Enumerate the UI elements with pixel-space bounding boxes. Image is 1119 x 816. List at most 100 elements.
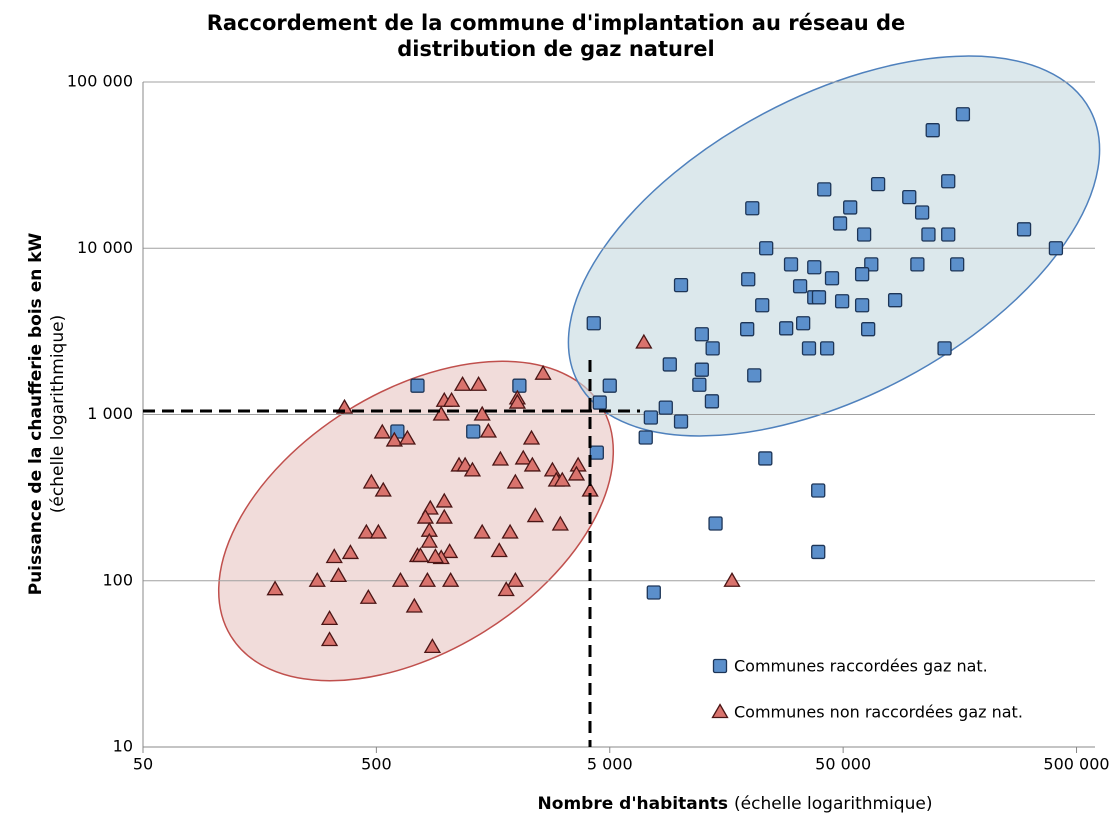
square-marker [824, 271, 840, 286]
square-marker [817, 182, 832, 197]
triangle-marker [357, 523, 376, 539]
triangle-marker [423, 638, 442, 654]
square-marker [792, 279, 808, 294]
triangle-marker [416, 508, 435, 524]
square-marker [870, 176, 886, 192]
square-marker [941, 227, 956, 242]
y-tick-label: 10 [113, 737, 133, 756]
triangle-marker [373, 423, 391, 439]
legend-label: Communes raccordées gaz nat. [734, 657, 988, 676]
x-tick-label: 500 [361, 755, 392, 774]
triangle-marker [341, 544, 360, 560]
triangle-marker [442, 391, 461, 407]
square-marker [646, 585, 661, 600]
triangle-marker [456, 456, 474, 472]
square-marker [783, 257, 799, 272]
square-marker [801, 341, 817, 356]
square-marker [592, 395, 607, 410]
triangle-marker [522, 429, 541, 445]
legend-label: Communes non raccordées gaz nat. [734, 703, 1023, 722]
triangle-marker [508, 393, 527, 409]
triangle-marker [534, 364, 552, 380]
triangle-marker [497, 581, 515, 597]
square-marker [807, 260, 822, 275]
triangle-marker [463, 461, 482, 477]
triangle-marker [391, 571, 410, 587]
square-marker [910, 257, 925, 272]
square-marker [410, 378, 425, 393]
triangle-marker [374, 481, 392, 497]
square-marker [796, 316, 811, 331]
triangle-marker [491, 450, 510, 466]
x-tick-label: 5 000 [587, 755, 633, 774]
square-marker [811, 483, 826, 498]
triangle-marker [369, 523, 388, 539]
triangle-marker [398, 429, 417, 445]
square-marker [950, 257, 965, 272]
chart-title: Raccordement de la commune d'implantatio… [207, 11, 906, 35]
square-marker [602, 378, 617, 393]
square-marker [811, 290, 827, 305]
square-marker [819, 341, 835, 356]
triangle-marker [501, 523, 519, 539]
square-marker [586, 316, 601, 331]
square-marker [694, 327, 709, 342]
triangle-marker [473, 523, 491, 539]
triangle-marker [432, 405, 450, 421]
chart-title: distribution de gaz naturel [397, 37, 714, 61]
square-marker [658, 400, 673, 415]
square-marker [755, 298, 770, 313]
triangle-marker [635, 333, 653, 349]
square-marker [854, 298, 870, 313]
y-axis-title-note: (échelle logarithmique) [48, 315, 68, 513]
triangle-marker [385, 431, 403, 447]
triangle-marker [567, 465, 586, 481]
triangle-marker [441, 543, 459, 559]
triangle-marker [325, 548, 343, 564]
square-marker [692, 377, 707, 392]
triangle-marker [266, 580, 284, 596]
triangle-marker [479, 422, 498, 438]
square-marker [673, 277, 689, 293]
y-tick-label: 1 000 [87, 404, 133, 423]
triangle-marker [329, 567, 348, 583]
triangle-marker [435, 508, 453, 524]
triangle-marker [453, 375, 472, 391]
square-marker [512, 378, 527, 393]
triangle-marker [506, 473, 524, 489]
x-tick-label: 50 000 [815, 755, 871, 774]
square-marker [887, 293, 903, 308]
legend-marker [711, 703, 729, 719]
square-marker [1016, 222, 1032, 237]
square-marker [705, 341, 720, 356]
x-axis-title-main: Nombre d'habitants [538, 794, 729, 814]
y-tick-label: 100 000 [67, 72, 133, 91]
triangle-marker [320, 631, 339, 647]
x-tick-label: 50 [133, 755, 153, 774]
triangle-marker [435, 492, 453, 508]
square-marker [759, 241, 774, 256]
square-marker [854, 267, 870, 282]
square-marker [662, 357, 677, 372]
square-marker [758, 451, 773, 466]
triangle-marker [420, 532, 438, 548]
square-marker [779, 321, 794, 336]
triangle-marker [551, 515, 569, 531]
square-marker [811, 544, 826, 560]
triangle-marker [418, 571, 437, 587]
triangle-marker [320, 610, 339, 625]
y-tick-label: 100 [102, 570, 133, 589]
square-marker [856, 227, 872, 242]
triangle-marker [359, 588, 377, 604]
triangle-marker [411, 547, 430, 563]
square-marker [861, 322, 876, 337]
triangle-marker [506, 571, 524, 587]
triangle-marker [405, 597, 423, 613]
triangle-marker [426, 548, 445, 564]
square-marker [937, 341, 952, 356]
triangle-marker [473, 405, 491, 421]
square-marker [832, 216, 848, 231]
y-tick-label: 10 000 [77, 238, 133, 257]
square-marker [941, 174, 956, 189]
square-marker [902, 189, 917, 205]
